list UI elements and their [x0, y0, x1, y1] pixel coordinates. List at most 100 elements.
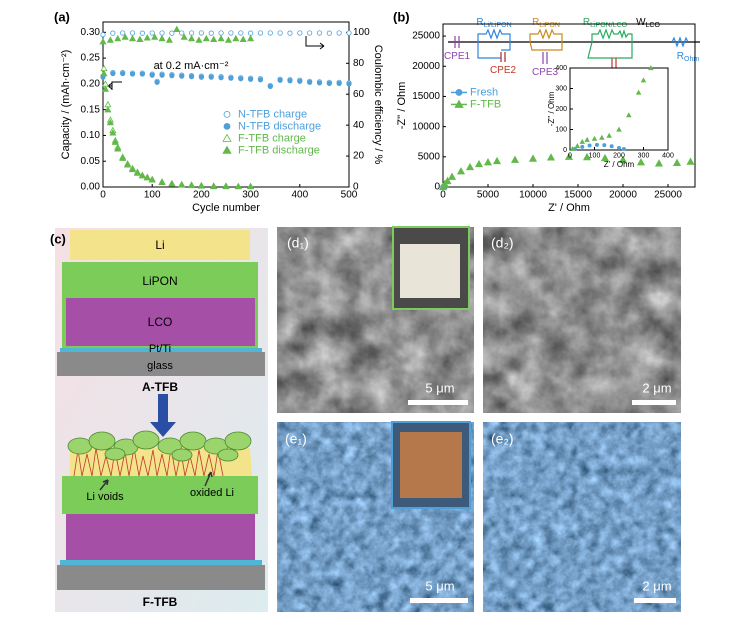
data-point — [159, 30, 165, 36]
scale-bar — [632, 400, 676, 405]
data-point — [599, 134, 605, 140]
data-point — [218, 75, 224, 81]
data-point — [584, 136, 590, 142]
data-point — [143, 34, 151, 41]
data-point — [188, 34, 196, 42]
axis-arrow — [305, 36, 325, 50]
photo-sample — [400, 432, 462, 498]
y2-tick-label: 100 — [353, 27, 370, 38]
data-point — [636, 158, 646, 166]
data-point — [238, 30, 244, 36]
y-tick-label: 400 — [555, 65, 567, 72]
data-point — [297, 30, 303, 36]
x-tick-label: 5000 — [477, 190, 500, 201]
legend-marker — [222, 145, 232, 154]
cpe — [542, 52, 548, 64]
data-point — [336, 30, 342, 36]
y-axis-label: Capacity / (mAh·cm⁻²) — [60, 50, 72, 160]
label-sub: LiPON/LCO — [590, 22, 628, 29]
circuit-label: RLiPON — [532, 17, 560, 29]
y-tick-label: 0.10 — [81, 130, 101, 141]
axis-arrow — [107, 81, 122, 90]
data-point — [224, 36, 232, 43]
data-point — [621, 146, 626, 151]
rc-element — [529, 28, 563, 51]
x-tick-label: 0 — [440, 190, 446, 201]
data-point — [99, 37, 107, 45]
layer-label: LCO — [148, 315, 173, 329]
data-point — [443, 176, 452, 185]
y-tick-label: 10000 — [412, 121, 440, 132]
x-tick-label: 15000 — [564, 190, 592, 201]
circuit-label: RLiPON/LCO — [583, 17, 628, 29]
label-sub: Ohm — [684, 56, 699, 63]
label-sub: LCO — [646, 22, 661, 29]
label-sub: Li/LiPON — [484, 22, 512, 29]
data-point — [148, 176, 156, 183]
data-point — [104, 105, 112, 113]
rc-element — [587, 28, 633, 59]
data-point — [169, 30, 175, 36]
data-point — [168, 180, 176, 187]
cpe — [611, 58, 617, 68]
y-tick-label: 25000 — [412, 31, 440, 42]
plot-frame — [102, 21, 350, 188]
scale-bar — [634, 598, 676, 603]
data-point — [114, 34, 122, 42]
data-point — [247, 182, 255, 190]
layer-label: Pt/Ti — [149, 343, 171, 355]
y2-tick-label: 20 — [353, 151, 365, 162]
data-point — [606, 132, 612, 138]
data-point — [307, 79, 313, 85]
label-main: CPE3 — [532, 67, 559, 78]
y-tick-label: 0.30 — [81, 27, 101, 38]
panel-label: (a) — [54, 9, 70, 24]
data-point — [248, 76, 254, 82]
data-point — [648, 65, 654, 71]
pointer — [204, 471, 213, 487]
scale-label: 5 μm — [425, 380, 454, 395]
data-point — [234, 182, 242, 190]
x-tick-label: 400 — [662, 152, 674, 159]
x-tick-label: 100 — [144, 190, 161, 201]
scale-label: 2 μm — [642, 578, 671, 593]
x-tick-label: 500 — [341, 190, 358, 201]
data-point — [106, 118, 114, 126]
layer-glass — [57, 565, 265, 590]
data-point — [139, 71, 145, 77]
data-point — [149, 72, 155, 78]
data-point — [686, 157, 695, 165]
sem-image — [483, 227, 681, 413]
label-main: R — [583, 17, 590, 28]
legend-marker — [223, 123, 231, 130]
data-point — [672, 158, 682, 166]
inset-background — [570, 68, 668, 150]
data-point — [307, 30, 313, 36]
circuit-label: RLi/LiPON — [476, 17, 511, 29]
label-main: R — [532, 17, 539, 28]
data-point — [277, 30, 283, 36]
data-point — [128, 165, 137, 173]
legend-marker — [455, 89, 463, 96]
data-point — [195, 36, 203, 43]
y-tick-label: 0.05 — [81, 156, 101, 167]
data-point — [210, 35, 218, 43]
data-point — [247, 34, 255, 42]
legend-label: F-TFB charge — [238, 132, 306, 144]
annotation: at 0.2 mA·cm⁻² — [154, 60, 229, 72]
data-point — [188, 181, 196, 189]
data-point — [447, 172, 457, 180]
x-tick-label: 0 — [568, 152, 572, 159]
circuit — [448, 28, 700, 68]
data-point — [129, 71, 136, 77]
data-point — [594, 142, 599, 147]
y2-tick-label: 40 — [353, 120, 365, 131]
data-point — [564, 152, 574, 160]
y-tick-label: 0.00 — [81, 182, 101, 193]
data-point — [326, 30, 332, 36]
data-point — [169, 73, 175, 79]
photo-sample — [400, 244, 460, 298]
data-point — [100, 69, 108, 77]
legend-marker — [454, 99, 464, 108]
label-sub: LiPON — [539, 22, 560, 29]
